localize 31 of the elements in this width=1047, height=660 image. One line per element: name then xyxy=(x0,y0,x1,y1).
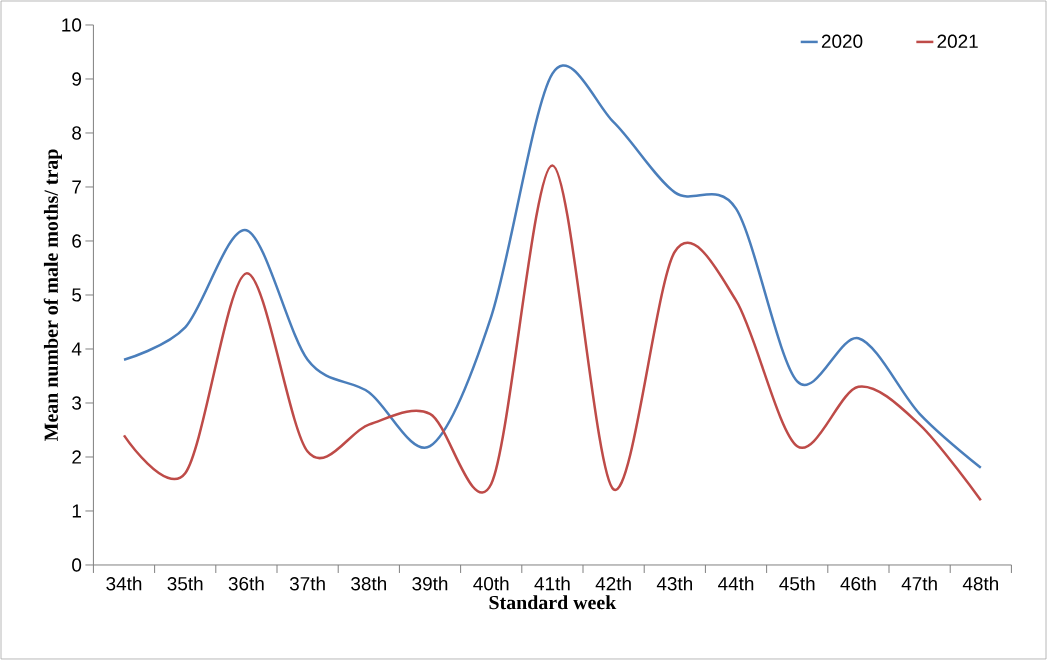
x-tick-label: 46th xyxy=(840,576,876,591)
y-tick-label: 8 xyxy=(72,126,82,140)
line-series xyxy=(122,164,983,502)
x-tick-label: 35th xyxy=(167,576,203,591)
y-tick-label: 2 xyxy=(72,450,81,464)
y-tick-label: 10 xyxy=(62,18,82,32)
y-tick-label: 5 xyxy=(72,288,82,302)
x-tick-label: 41th xyxy=(534,576,570,591)
x-tick-label: 48th xyxy=(962,576,998,591)
x-tick-label: 45th xyxy=(779,576,815,591)
y-tick-label: 9 xyxy=(72,72,81,86)
x-tick-label: 43th xyxy=(656,576,692,591)
y-tick-label: 1 xyxy=(72,504,81,518)
y-tick-label: 7 xyxy=(72,180,81,194)
y-tick-label: 6 xyxy=(72,234,82,248)
x-tick-label: 38th xyxy=(351,576,386,591)
y-tick-label: 3 xyxy=(72,396,82,410)
x-tick-label: 47th xyxy=(901,576,937,591)
x-tick-label: 37th xyxy=(289,576,325,591)
y-tick-label: 4 xyxy=(71,342,82,356)
x-tick-label: 42th xyxy=(595,576,631,591)
x-axis-title: Standard week xyxy=(489,595,617,610)
x-tick-label: 34th xyxy=(106,576,142,591)
x-tick-label: 39th xyxy=(412,576,448,591)
x-tick-label: 44th xyxy=(718,576,754,591)
legend-label: 2021 xyxy=(937,34,978,48)
legend-label: 2020 xyxy=(821,34,863,48)
x-tick-label: 36th xyxy=(228,576,264,591)
y-axis-title: Mean number of male moths/ trap xyxy=(43,149,62,442)
x-tick-label: 40th xyxy=(473,576,509,591)
y-tick-label: 0 xyxy=(72,558,82,572)
